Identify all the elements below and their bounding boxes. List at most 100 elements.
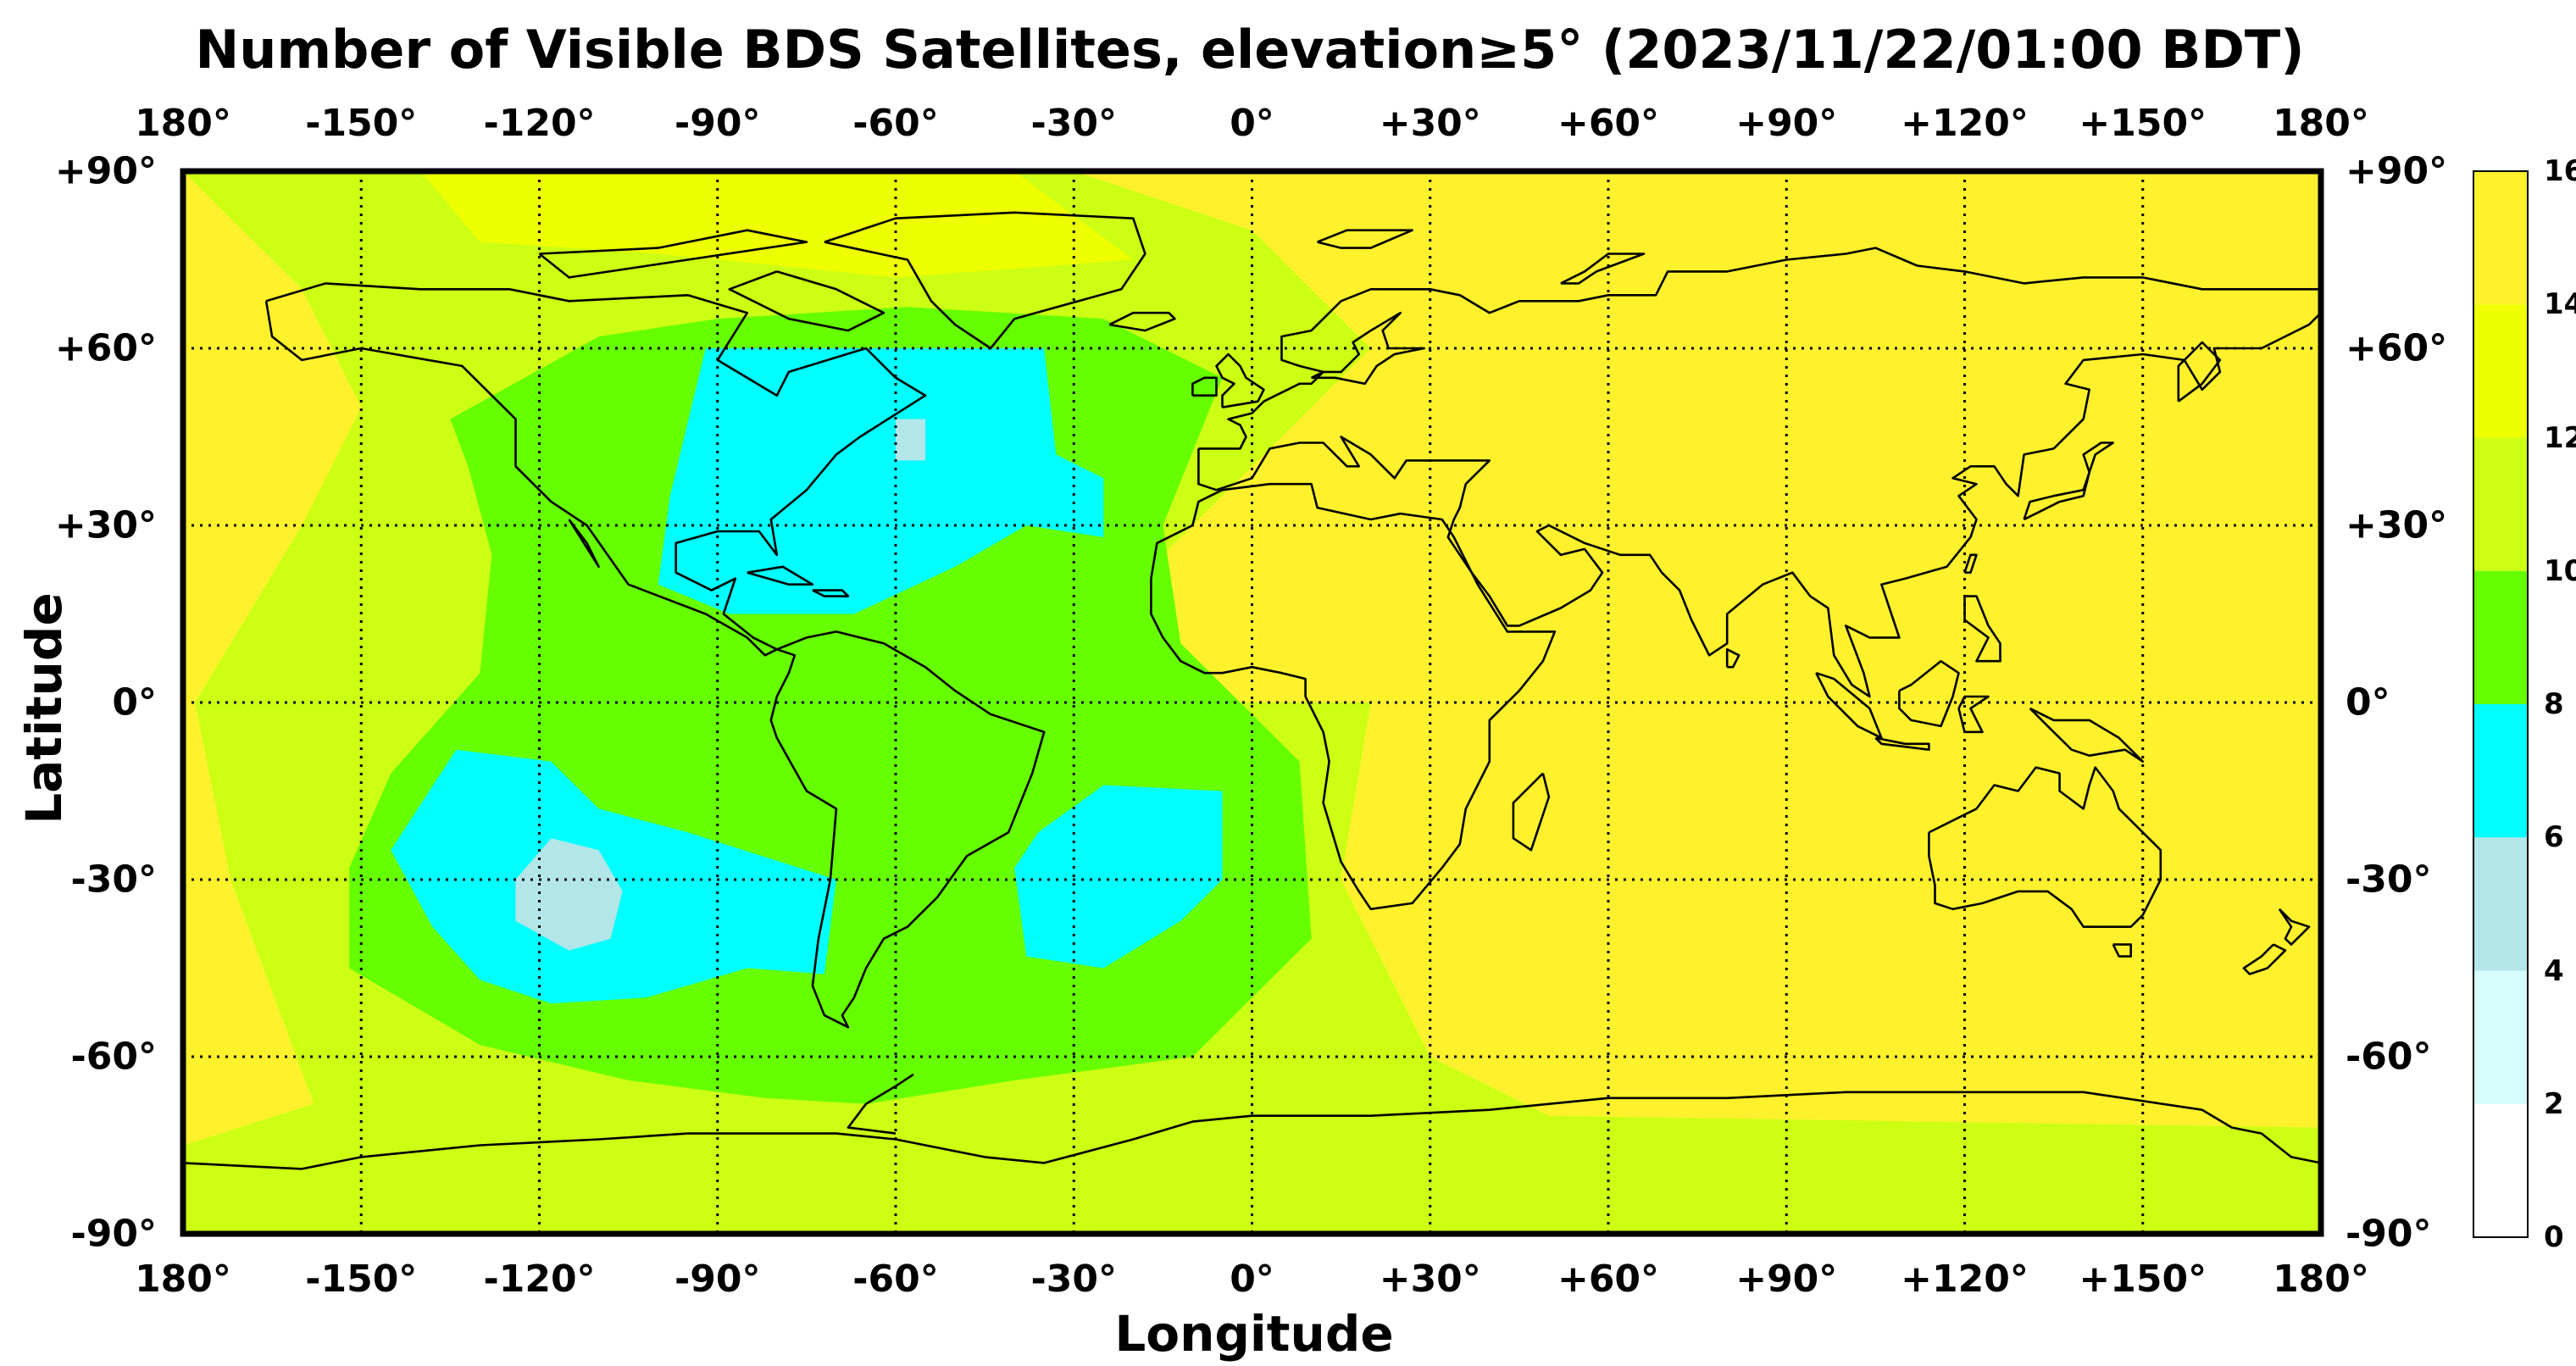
- longitude-tick-label: 0°: [1230, 102, 1274, 145]
- longitude-tick-label: -30°: [1030, 1258, 1118, 1301]
- coastline-philippines: [1963, 595, 2001, 663]
- coastline-australia: [1928, 766, 2162, 928]
- longitude-tick-label: +120°: [1901, 1258, 2029, 1301]
- visibility-region-3: [658, 348, 1104, 614]
- latitude-tick-label: -30°: [2346, 858, 2432, 902]
- coastline-hispaniola: [812, 589, 850, 597]
- latitude-tick-label: -60°: [70, 1035, 158, 1079]
- latitude-tick-label: +30°: [54, 503, 157, 547]
- coastline-baltic: [1311, 311, 1425, 386]
- x-axis-label: Longitude: [1114, 1305, 1394, 1363]
- coastline-taiwan: [1963, 553, 1978, 575]
- coastline-africa: [1150, 482, 1557, 911]
- colorbar-tick-label: 6: [2544, 820, 2564, 855]
- latitude-tick-label: -30°: [70, 858, 158, 902]
- longitude-tick-label: +30°: [1379, 1258, 1481, 1301]
- colorbar-tick-label: 16: [2544, 154, 2576, 188]
- longitude-tick-label: +90°: [1735, 1258, 1838, 1301]
- coastline-south-america: [769, 630, 1046, 1029]
- coastline-new-zealand-north: [2278, 908, 2311, 946]
- visibility-region-4: [896, 419, 925, 461]
- coastline-greenland: [824, 211, 1146, 350]
- colorbar-bin-4-6: [2473, 837, 2528, 971]
- colorbar-tick-label: 10: [2544, 553, 2576, 588]
- longitude-tick-label: -90°: [675, 102, 761, 145]
- coastline-sri-lanka: [1725, 647, 1740, 669]
- latitude-tick-label: +60°: [54, 326, 157, 370]
- colorbar-bin-10-12: [2473, 437, 2528, 571]
- coastline-north-america: [264, 282, 927, 657]
- latitude-tick-label: -90°: [2346, 1212, 2432, 1256]
- visibility-region-7: [1014, 785, 1223, 969]
- coastline-arctic-archipelago: [538, 229, 808, 279]
- longitude-tick-label: -150°: [305, 102, 418, 145]
- coastline-eurasia: [1197, 247, 2321, 698]
- latitude-tick-label: +90°: [2346, 149, 2448, 193]
- latitude-tick-label: +60°: [2346, 326, 2448, 370]
- longitude-tick-label: 180°: [135, 1258, 231, 1301]
- coastline-new-guinea: [2029, 707, 2145, 764]
- latitude-tick-label: -90°: [70, 1212, 158, 1256]
- longitude-tick-label: -90°: [675, 1258, 761, 1301]
- colorbar-tick-label: 14: [2544, 287, 2576, 322]
- colorbar-tick-label: 0: [2544, 1220, 2564, 1254]
- coastline-sulawesi: [1957, 695, 1990, 734]
- longitude-tick-label: +60°: [1557, 1258, 1660, 1301]
- colorbar-tick-label: 4: [2544, 953, 2564, 988]
- longitude-tick-label: +150°: [2079, 1258, 2207, 1301]
- map-frame: [180, 168, 2324, 1237]
- longitude-tick-label: 180°: [135, 102, 231, 145]
- coastline-kamchatka: [2177, 341, 2222, 403]
- longitude-tick-label: -60°: [852, 102, 939, 145]
- coastline-great-britain: [1215, 353, 1265, 408]
- coastline-ireland: [1191, 376, 1218, 397]
- latitude-tick-label: 0°: [2346, 680, 2390, 725]
- visibility-region-6: [515, 838, 623, 951]
- latitude-tick-label: +90°: [54, 149, 157, 193]
- coastline-java: [1874, 736, 1930, 752]
- map-plot-area: [183, 171, 2321, 1234]
- coastline-new-zealand-south: [2242, 943, 2287, 975]
- colorbar-tick-label: 8: [2544, 687, 2564, 721]
- coastline-antarctic-peninsula: [847, 1073, 914, 1135]
- coastline-japan: [2023, 441, 2114, 521]
- gridlines: [183, 171, 2321, 1234]
- colorbar-tick-label: 12: [2544, 420, 2576, 455]
- coastline-tasmania: [2112, 943, 2132, 958]
- coastline-baffin-island: [728, 270, 886, 332]
- latitude-tick-label: 0°: [112, 680, 157, 725]
- longitude-tick-label: 0°: [1230, 1258, 1274, 1301]
- coastline-iceland: [1108, 311, 1176, 332]
- colorbar-bin-14-16: [2473, 171, 2528, 305]
- longitude-tick-label: -120°: [483, 102, 596, 145]
- coastline-antarctica: [183, 1091, 2321, 1170]
- visibility-region-1: [420, 171, 1134, 278]
- colorbar-frame: [2473, 170, 2529, 1238]
- longitude-tick-label: +90°: [1735, 102, 1838, 145]
- coastlines: [183, 211, 2321, 1170]
- longitude-tick-label: 180°: [2273, 1258, 2369, 1301]
- latitude-tick-label: -60°: [2346, 1035, 2432, 1079]
- coastline-borneo: [1898, 659, 1960, 728]
- colorbar-bin-6-8: [2473, 704, 2528, 838]
- chart-title: Number of Visible BDS Satellites, elevat…: [195, 19, 2305, 81]
- longitude-tick-label: 180°: [2273, 102, 2369, 145]
- longitude-tick-label: -150°: [305, 1258, 418, 1301]
- longitude-tick-label: -60°: [852, 1258, 939, 1301]
- longitude-tick-label: -30°: [1030, 102, 1118, 145]
- longitude-tick-label: +150°: [2079, 102, 2207, 145]
- y-axis-label: Latitude: [15, 592, 73, 825]
- colorbar-bin-12-14: [2473, 304, 2528, 438]
- coastline-cuba: [747, 565, 814, 586]
- latitude-tick-label: +30°: [2346, 503, 2448, 547]
- colorbar-bin-2-4: [2473, 970, 2528, 1104]
- longitude-tick-label: +120°: [1901, 102, 2029, 145]
- coastline-sumatra: [1815, 671, 1883, 740]
- coastline-svalbard: [1317, 229, 1413, 249]
- longitude-tick-label: -120°: [483, 1258, 596, 1301]
- longitude-tick-label: +60°: [1557, 102, 1660, 145]
- coastline-baja-california: [568, 519, 600, 569]
- colorbar-bin-8-10: [2473, 570, 2528, 704]
- coastline-novaya-zemlya: [1560, 253, 1646, 285]
